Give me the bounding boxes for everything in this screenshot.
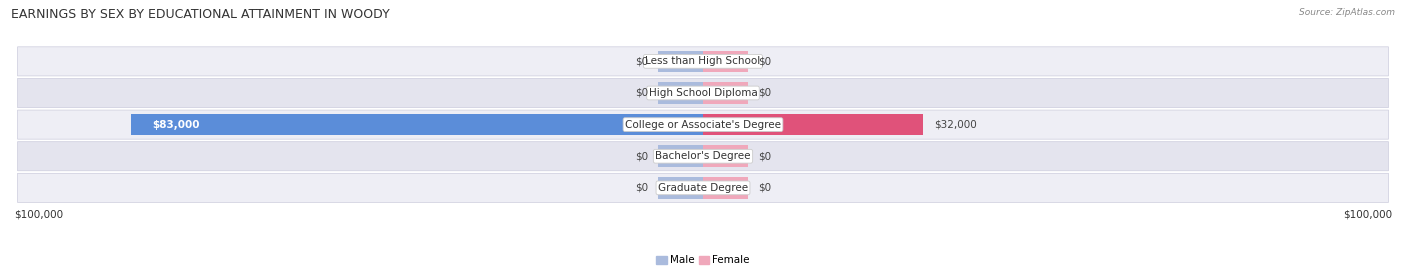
Bar	[703, 146, 748, 167]
Text: College or Associate's Degree: College or Associate's Degree	[626, 120, 780, 130]
FancyBboxPatch shape	[17, 47, 1389, 76]
Text: Bachelor's Degree: Bachelor's Degree	[655, 151, 751, 161]
Bar	[131, 114, 703, 135]
Text: $32,000: $32,000	[934, 120, 977, 130]
Text: $100,000: $100,000	[1343, 209, 1392, 219]
Bar	[658, 51, 703, 72]
Text: $0: $0	[758, 88, 772, 98]
Text: High School Diploma: High School Diploma	[648, 88, 758, 98]
Text: $0: $0	[758, 151, 772, 161]
Bar	[703, 114, 924, 135]
Text: Less than High School: Less than High School	[645, 56, 761, 66]
Text: Graduate Degree: Graduate Degree	[658, 183, 748, 193]
Text: $0: $0	[634, 56, 648, 66]
Legend: Male, Female: Male, Female	[652, 251, 754, 268]
Text: EARNINGS BY SEX BY EDUCATIONAL ATTAINMENT IN WOODY: EARNINGS BY SEX BY EDUCATIONAL ATTAINMEN…	[11, 8, 389, 21]
Text: Source: ZipAtlas.com: Source: ZipAtlas.com	[1299, 8, 1395, 17]
Bar	[703, 177, 748, 199]
Text: $0: $0	[634, 151, 648, 161]
Text: $0: $0	[758, 56, 772, 66]
Text: $83,000: $83,000	[152, 120, 200, 130]
Text: $100,000: $100,000	[14, 209, 63, 219]
Text: $0: $0	[634, 88, 648, 98]
Bar	[703, 51, 748, 72]
FancyBboxPatch shape	[17, 110, 1389, 139]
FancyBboxPatch shape	[17, 142, 1389, 171]
Text: $0: $0	[634, 183, 648, 193]
Bar	[658, 82, 703, 104]
FancyBboxPatch shape	[17, 79, 1389, 107]
Bar	[703, 82, 748, 104]
Bar	[658, 177, 703, 199]
Text: $0: $0	[758, 183, 772, 193]
Bar	[658, 146, 703, 167]
FancyBboxPatch shape	[17, 173, 1389, 202]
